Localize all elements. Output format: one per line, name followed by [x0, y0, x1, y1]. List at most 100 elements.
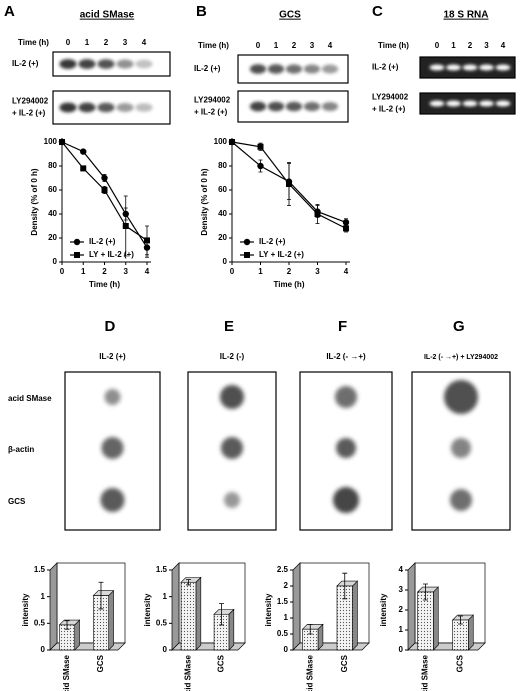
time-tick: 1 [85, 38, 90, 47]
y-axis-label: intensity [143, 593, 152, 626]
y-tick-label: 0 [53, 257, 58, 266]
row-label: + IL-2 (+) [372, 105, 406, 114]
band [321, 101, 339, 112]
x-axis-label: Time (h) [274, 280, 305, 289]
band [285, 101, 303, 112]
dot [221, 437, 243, 459]
y-tick-label: 60 [218, 185, 227, 194]
band [495, 100, 511, 107]
x-tick-label: 0 [230, 267, 235, 276]
x-tick-label: acid SMase [62, 654, 71, 691]
y-tick-label: 1.5 [277, 597, 289, 606]
y-tick-label: 80 [48, 161, 57, 170]
data-point [257, 162, 264, 170]
data-point [257, 143, 264, 150]
y-tick-label: 0.5 [156, 618, 168, 627]
panel-letter: C [372, 3, 383, 20]
time-tick: 0 [435, 41, 440, 50]
bar [452, 619, 469, 651]
time-tick: 3 [484, 41, 489, 50]
data-point [101, 174, 108, 182]
blot-title: 18 S RNA [443, 10, 488, 21]
time-tick: 2 [292, 41, 297, 50]
time-label: Time (h) [18, 38, 49, 47]
error-bar [219, 603, 224, 626]
legend-label: LY + IL-2 (+) [89, 250, 134, 259]
panel-letter: A [4, 3, 15, 20]
x-tick-label: 3 [315, 267, 320, 276]
data-point [59, 139, 65, 145]
y-axis-label: intensity [379, 593, 388, 626]
data-point [101, 187, 108, 193]
data-point [122, 223, 129, 229]
y-tick-label: 0 [163, 645, 168, 654]
y-tick-label: 3 [399, 585, 404, 594]
y-tick-label: 0 [41, 645, 46, 654]
time-label: Time (h) [198, 41, 229, 50]
band [59, 102, 77, 113]
data-point [80, 148, 87, 155]
x-axis-label: Time (h) [89, 280, 120, 289]
y-tick-label: 1.5 [34, 565, 46, 574]
y-tick-label: 2 [399, 605, 404, 614]
dot [104, 389, 121, 405]
side-wall [292, 562, 301, 651]
band [429, 100, 445, 107]
x-tick-label: 4 [145, 267, 150, 276]
data-point [342, 219, 350, 226]
panel-letter: D [105, 318, 116, 335]
time-tick: 0 [256, 41, 261, 50]
dot-blot-title: IL-2 (+) [99, 352, 126, 361]
data-point [314, 211, 321, 217]
bar-side [228, 608, 235, 651]
y-axis-label: Density (% of 0 h) [200, 168, 209, 235]
dot [101, 437, 124, 459]
dot-blot-title: IL-2 (- →+) + LY294002 [424, 354, 498, 361]
bar-side [352, 580, 358, 651]
error-bar [186, 579, 191, 586]
y-axis-label: intensity [264, 593, 273, 626]
band [462, 100, 478, 107]
y-tick-label: 40 [218, 209, 227, 218]
y-tick-label: 2.5 [277, 565, 289, 574]
y-tick-label: 0 [284, 645, 289, 654]
dot [335, 386, 357, 408]
band [303, 101, 321, 112]
time-tick: 4 [142, 38, 147, 47]
band [285, 64, 303, 74]
y-tick-label: 0.5 [277, 629, 289, 638]
data-point [229, 139, 235, 145]
time-tick: 3 [310, 41, 315, 50]
x-tick-label: 1 [258, 267, 263, 276]
x-tick-label: GCS [217, 654, 226, 672]
time-tick: 1 [451, 41, 456, 50]
time-tick: 3 [123, 38, 128, 47]
panel-letter: B [196, 3, 207, 20]
dot [100, 488, 125, 512]
data-point [80, 165, 87, 172]
row-label: + IL-2 (+) [12, 109, 46, 118]
y-tick-label: 1 [41, 592, 46, 601]
band [135, 103, 153, 112]
band [78, 102, 96, 113]
bar-side [108, 589, 114, 651]
legend-marker [74, 252, 80, 258]
error-bar [342, 572, 348, 600]
data-point [144, 237, 150, 244]
dot [333, 487, 359, 513]
band [267, 64, 285, 74]
time-tick: 2 [468, 41, 473, 50]
band [479, 64, 494, 71]
x-tick-label: 0 [60, 267, 65, 276]
legend-marker [73, 238, 81, 246]
legend-label: LY + IL-2 (+) [259, 250, 304, 259]
side-wall [407, 562, 416, 651]
time-tick: 4 [501, 41, 506, 50]
band [97, 59, 115, 69]
band [479, 100, 494, 107]
bar [417, 591, 434, 651]
x-tick-label: 4 [344, 267, 349, 276]
row-label: IL-2 (+) [372, 63, 399, 72]
x-tick-label: acid SMase [421, 654, 430, 691]
